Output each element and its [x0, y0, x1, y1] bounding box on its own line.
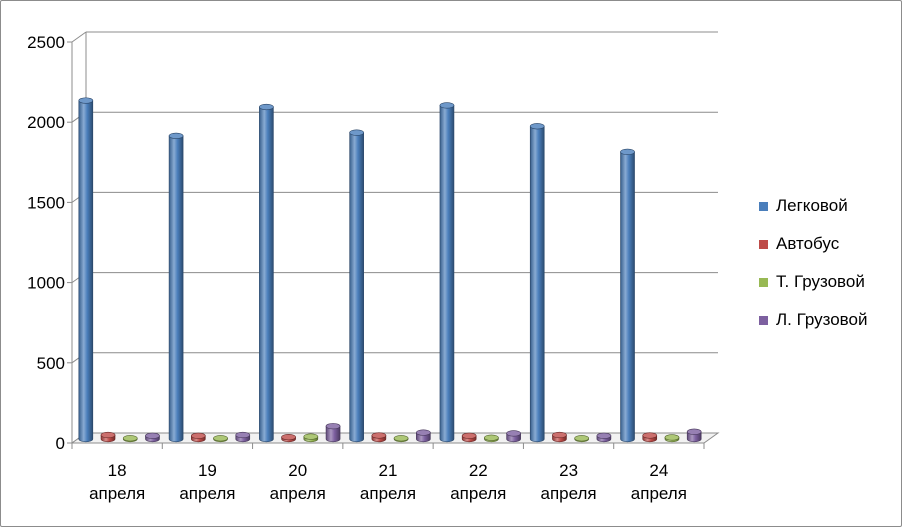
x-tick-label: апреля	[541, 484, 597, 503]
bar	[78, 97, 94, 443]
x-tick-label: 24	[649, 461, 668, 480]
y-tick-label: 2500	[27, 33, 65, 52]
legend-label: Автобус	[776, 234, 840, 253]
bar	[213, 435, 228, 443]
bar-top	[191, 432, 206, 439]
x-tick-label: 22	[469, 461, 488, 480]
legend-label: Л. Грузовой	[776, 310, 868, 329]
bar	[393, 435, 409, 443]
bar	[574, 435, 589, 443]
bar-top	[78, 97, 94, 104]
bar-top	[145, 432, 160, 439]
legend-label: Т. Грузовой	[776, 272, 865, 291]
bar-top	[393, 435, 409, 442]
x-tick-label: апреля	[270, 484, 326, 503]
bar	[642, 432, 658, 443]
bar	[461, 432, 477, 443]
legend-item: Легковой	[759, 196, 899, 234]
bar-body	[529, 125, 545, 443]
bar	[122, 435, 138, 443]
x-tick-label: 20	[288, 461, 307, 480]
legend-label: Легковой	[776, 196, 848, 215]
bar-top	[596, 432, 612, 439]
x-tick-label: апреля	[360, 484, 416, 503]
bar-top	[461, 432, 477, 439]
legend-item: Автобус	[759, 234, 899, 272]
y-tick-label: 1500	[27, 193, 65, 212]
bar-body	[439, 105, 455, 443]
bar	[439, 102, 455, 443]
bar	[620, 148, 635, 443]
legend-item: Т. Грузовой	[759, 272, 899, 310]
bar-top	[664, 434, 680, 441]
bar-top	[259, 103, 274, 111]
bar	[529, 123, 545, 443]
bar-top	[303, 433, 319, 440]
bar	[281, 433, 296, 443]
bar-top	[552, 431, 567, 439]
bar	[371, 432, 387, 443]
chart-legend: Легковой Автобус Т. Грузовой Л. Грузовой	[759, 196, 899, 348]
y-tick-label: 500	[37, 354, 65, 373]
bar-top	[100, 431, 116, 439]
bar	[349, 129, 364, 443]
bar	[100, 431, 116, 443]
bar	[686, 428, 702, 443]
bar-top	[529, 123, 545, 130]
bar-top	[349, 129, 364, 136]
bar	[596, 432, 612, 443]
bar	[506, 430, 521, 443]
bar-body	[349, 132, 364, 443]
bar	[664, 434, 680, 443]
bar	[303, 433, 319, 443]
gridline-side	[71, 31, 87, 43]
bar-top	[506, 430, 521, 437]
bar-body	[620, 151, 635, 443]
legend-item: Л. Грузовой	[759, 310, 899, 348]
x-tick-label: апреля	[450, 484, 506, 503]
bar-top	[213, 435, 228, 442]
bar	[145, 432, 160, 443]
x-tick-label: апреля	[89, 484, 145, 503]
y-tick-label: 2000	[27, 113, 65, 132]
y-tick-label: 1000	[27, 274, 65, 293]
legend-swatch	[759, 316, 768, 325]
bar	[168, 132, 184, 443]
bar	[552, 431, 567, 443]
bar-top	[281, 433, 296, 441]
bar-top	[325, 423, 341, 430]
bar-top	[620, 148, 635, 155]
legend-swatch	[759, 240, 768, 249]
bar-body	[168, 135, 184, 443]
bar-top	[122, 435, 138, 442]
bar-top	[416, 429, 431, 436]
legend-swatch	[759, 202, 768, 211]
x-tick-label: 21	[379, 461, 398, 480]
x-tick-label: апреля	[179, 484, 235, 503]
bar-body	[259, 106, 274, 443]
bar-top	[686, 428, 702, 435]
bar-top	[642, 432, 658, 439]
x-tick-label: 23	[559, 461, 578, 480]
bar	[259, 103, 274, 443]
bar-top	[574, 435, 589, 442]
bar	[235, 431, 251, 443]
x-tick-label: апреля	[631, 484, 687, 503]
bar-top	[484, 434, 499, 441]
legend-swatch	[759, 278, 768, 287]
x-tick-label: 19	[198, 461, 217, 480]
bar	[191, 432, 206, 443]
bar-top	[235, 431, 251, 439]
y-tick-label: 0	[56, 434, 65, 453]
bar-body	[78, 100, 94, 443]
bar-top	[168, 132, 184, 139]
bar	[325, 423, 341, 443]
x-tick-label: 18	[108, 461, 127, 480]
bar-body	[325, 425, 341, 443]
bar-top	[439, 102, 455, 109]
bar	[416, 429, 431, 443]
bar-top	[371, 432, 387, 439]
bar	[484, 434, 499, 443]
